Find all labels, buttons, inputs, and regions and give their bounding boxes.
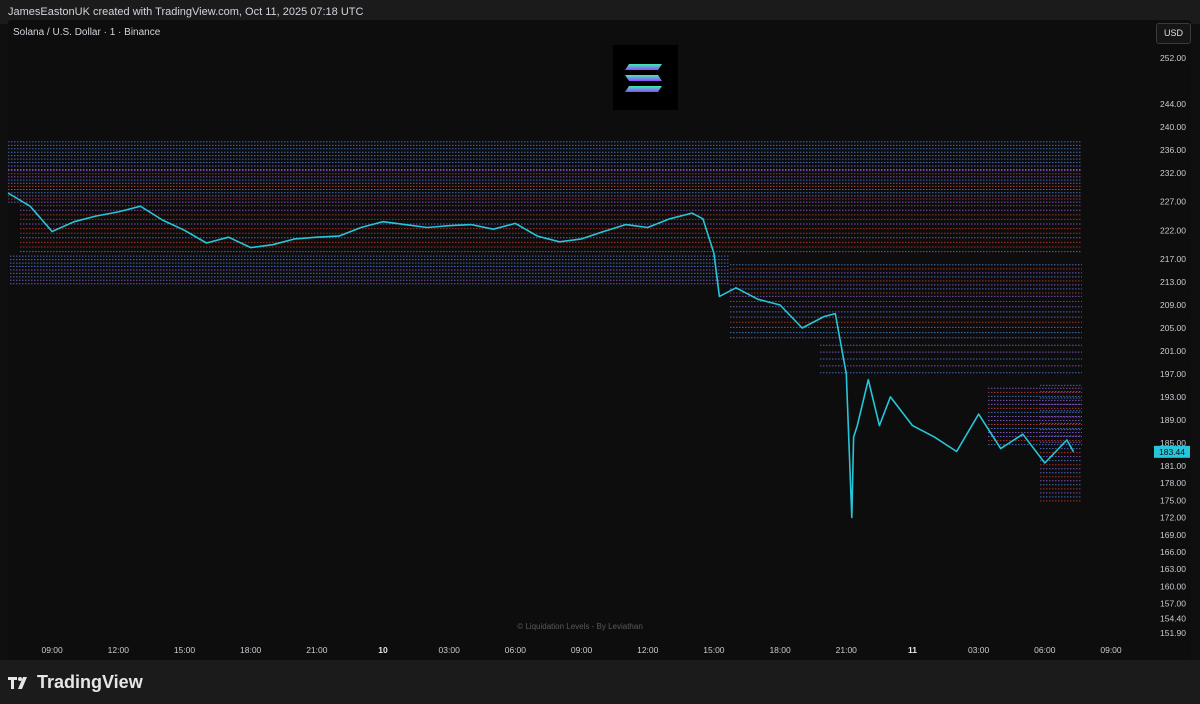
x-tick-label: 06:00 [505, 645, 527, 655]
y-tick-label: 175.00 [1160, 495, 1186, 505]
x-tick-label: 21:00 [836, 645, 858, 655]
price-line-layer [7, 192, 1075, 519]
y-tick-label: 244.00 [1160, 99, 1186, 109]
y-tick-label: 205.00 [1160, 323, 1186, 333]
x-tick-label: 15:00 [174, 645, 196, 655]
y-tick-label: 213.00 [1160, 277, 1186, 287]
price-axis: 252.00 244.00 240.00 236.00 232.00 227.00 222.… [1154, 53, 1190, 638]
y-tick-label: 160.00 [1160, 581, 1186, 591]
footer-bar [0, 660, 1200, 704]
last-price-tag [1154, 445, 1190, 458]
y-tick-label: 163.00 [1160, 564, 1186, 574]
price-line [7, 192, 1075, 519]
brand-name: TradingView [37, 672, 143, 692]
y-tick-label: 227.00 [1160, 197, 1186, 207]
y-tick-label: 181.00 [1160, 461, 1186, 471]
x-tick-label: 10 [378, 645, 388, 655]
x-tick-label: 03:00 [439, 645, 461, 655]
y-tick-label: 154.40 [1160, 614, 1186, 624]
last-price-label: 183.44 [1159, 447, 1185, 457]
y-tick-label: 252.00 [1160, 53, 1186, 63]
symbol-title[interactable]: Solana / U.S. Dollar · 1 · Binance [13, 27, 161, 38]
x-tick-label: 12:00 [637, 645, 659, 655]
y-tick-label: 166.00 [1160, 547, 1186, 557]
currency-button[interactable]: USD [1156, 23, 1191, 44]
solana-logo-icon [625, 64, 662, 92]
y-tick-label: 222.00 [1160, 225, 1186, 235]
x-tick-label: 18:00 [769, 645, 791, 655]
tradingview-brand[interactable]: TradingView [8, 672, 143, 693]
y-tick-label: 157.00 [1160, 599, 1186, 609]
x-tick-label: 12:00 [108, 645, 130, 655]
time-axis: 09:00 12:00 15:00 18:00 21:00 10 03:00 06:00 09:… [41, 645, 1121, 655]
y-tick-label: 236.00 [1160, 145, 1186, 155]
liquidation-levels [8, 141, 1082, 502]
indicator-watermark: © Liquidation Levels - By Leviathan [517, 622, 643, 631]
tradingview-logo-icon [8, 676, 27, 689]
y-tick-label: 169.00 [1160, 530, 1186, 540]
x-tick-label: 15:00 [703, 645, 725, 655]
y-tick-label: 217.00 [1160, 254, 1186, 264]
y-tick-label: 201.00 [1160, 346, 1186, 356]
x-tick-label: 03:00 [968, 645, 990, 655]
x-tick-label: 09:00 [571, 645, 593, 655]
y-tick-label: 232.00 [1160, 168, 1186, 178]
y-tick-label: 189.00 [1160, 415, 1186, 425]
x-tick-label: 18:00 [240, 645, 262, 655]
x-tick-label: 21:00 [306, 645, 328, 655]
y-tick-label: 240.00 [1160, 122, 1186, 132]
x-tick-label: 09:00 [41, 645, 63, 655]
x-tick-label: 06:00 [1034, 645, 1056, 655]
x-tick-label: 09:00 [1100, 645, 1122, 655]
solana-logo [613, 45, 678, 110]
chart-panel[interactable] [8, 20, 1191, 660]
y-tick-label: 209.00 [1160, 300, 1186, 310]
y-tick-label: 172.00 [1160, 513, 1186, 523]
x-tick-label: 11 [908, 645, 917, 655]
y-tick-label: 185.00 [1160, 438, 1186, 448]
y-tick-label: 178.00 [1160, 478, 1186, 488]
y-tick-label: 151.90 [1160, 628, 1186, 638]
y-tick-label: 193.00 [1160, 392, 1186, 402]
y-tick-label: 197.00 [1160, 369, 1186, 379]
